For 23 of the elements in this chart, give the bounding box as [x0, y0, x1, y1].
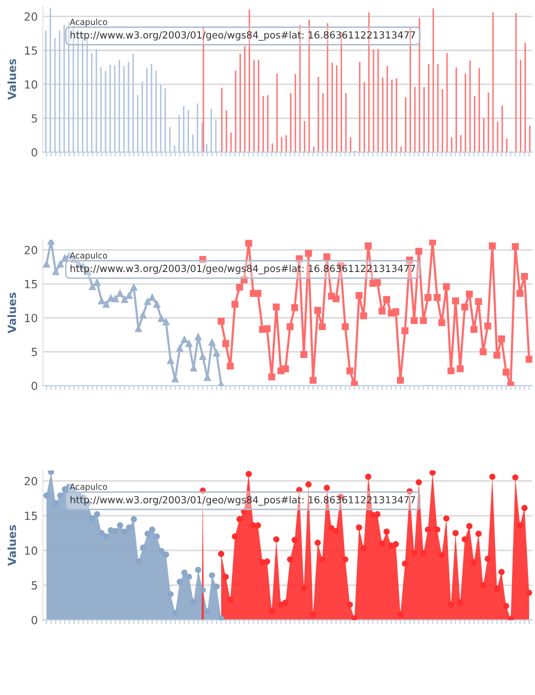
y-tick-label: 15 [25, 46, 37, 55]
y-tick-label: 20 [24, 12, 38, 21]
y-tick-label: 15 [25, 512, 37, 520]
annotation: Acapulco [70, 18, 108, 27]
annotation: http://www.w3.org/2003/01/geo/wgs84_pos#lat: 16.863611221313477 [70, 31, 416, 41]
y-tick-label: 0 [32, 148, 38, 157]
y-tick-label: 10 [25, 80, 38, 89]
y-tick-label: 20 [24, 476, 38, 486]
y-axis-title: Values [7, 59, 16, 100]
y-axis-title: Values [7, 292, 16, 334]
y-tick-label: 10 [25, 546, 38, 555]
annotation: Acapulco [70, 483, 108, 492]
y-tick-label: 0 [32, 382, 38, 390]
y-tick-label: 10 [25, 314, 38, 322]
y-tick-label: 0 [32, 616, 38, 624]
annotation: Acapulco [70, 252, 108, 260]
y-tick-label: 5 [32, 114, 37, 123]
y-tick-label: 5 [32, 581, 37, 590]
annotation: http://www.w3.org/2003/01/geo/wgs84_pos#lat: 16.863611221313477 [70, 264, 416, 274]
y-axis-title: Values [7, 525, 16, 566]
y-tick-label: 20 [24, 246, 38, 254]
y-tick-label: 15 [25, 280, 37, 288]
y-tick-label: 5 [32, 348, 37, 356]
